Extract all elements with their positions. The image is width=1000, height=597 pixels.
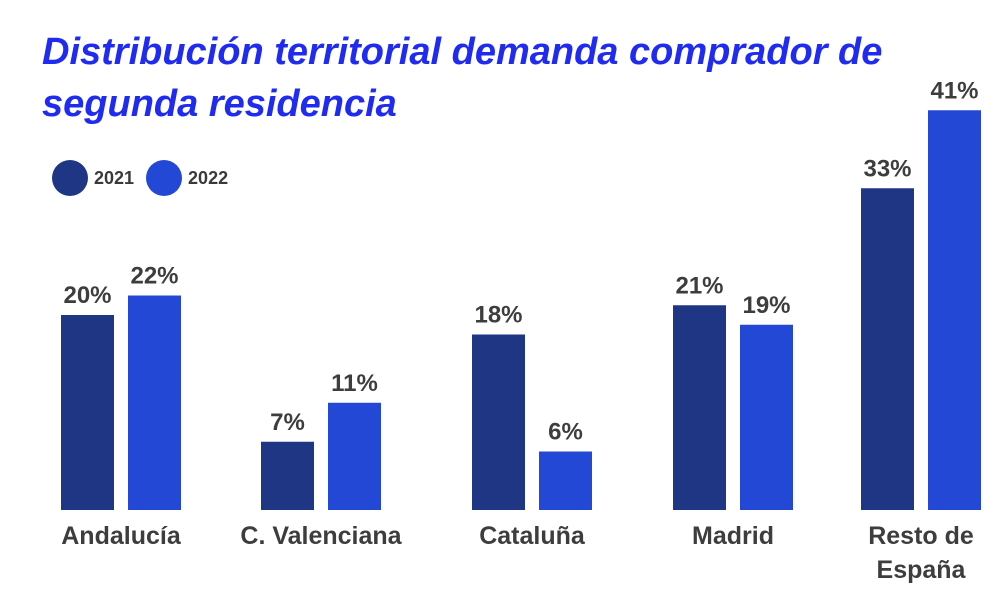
bar-andalucia-2021: [61, 315, 114, 510]
data-label-resto-de-espana-2022: 41%: [930, 77, 978, 104]
legend-swatch-2022: [146, 160, 183, 196]
bar-andalucia-2022: [128, 295, 181, 510]
bar-madrid-2022: [740, 324, 793, 510]
bar-cataluna-2021: [472, 334, 525, 510]
category-label-cataluna: Cataluña: [479, 522, 586, 550]
bar-c-valenciana-2022: [328, 402, 381, 510]
data-label-cataluna-2021: 18%: [474, 302, 522, 329]
bar-resto-de-espana-2022: [928, 110, 981, 510]
data-label-madrid-2022: 19%: [742, 292, 790, 319]
data-label-cataluna-2022: 6%: [548, 419, 583, 446]
category-label-resto-de-espana: Resto de España: [868, 522, 974, 584]
legend-swatch-2021: [52, 160, 88, 196]
data-label-andalucia-2021: 20%: [63, 282, 111, 309]
legend-label-2021: 2021: [94, 167, 135, 188]
legend-item-2022: 2022: [146, 160, 228, 196]
bar-resto-de-espana-2021: [861, 188, 914, 510]
category-label-c-valenciana: C. Valenciana: [240, 522, 402, 550]
data-label-madrid-2021: 21%: [675, 272, 723, 299]
bar-madrid-2021: [673, 305, 726, 510]
data-label-andalucia-2022: 22%: [130, 263, 178, 290]
legend: 2021 2022: [52, 160, 240, 196]
data-label-c-valenciana-2022: 11%: [331, 370, 378, 397]
bar-c-valenciana-2021: [261, 441, 314, 510]
category-label-madrid: Madrid: [692, 522, 774, 550]
chart-title: Distribución territorial demanda comprad…: [42, 31, 883, 125]
legend-item-2021: 2021: [52, 160, 134, 196]
bar-cataluna-2022: [539, 451, 592, 510]
legend-label-2022: 2022: [188, 167, 229, 188]
data-label-resto-de-espana-2021: 33%: [863, 155, 911, 182]
category-label-andalucia: Andalucía: [61, 522, 182, 550]
data-label-c-valenciana-2021: 7%: [270, 409, 305, 436]
